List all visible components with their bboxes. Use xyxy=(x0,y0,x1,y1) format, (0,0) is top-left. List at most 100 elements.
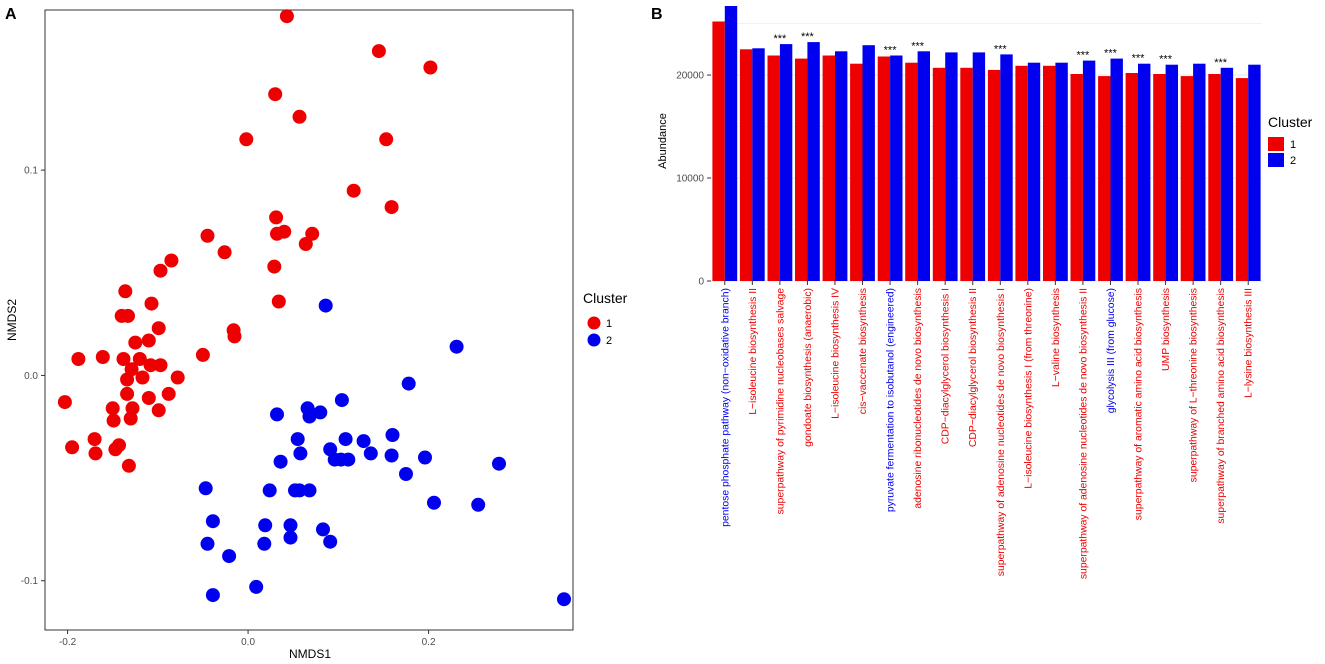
bar-cluster-1 xyxy=(850,63,863,282)
scatter-point-cluster-1 xyxy=(153,358,168,373)
scatter-point-cluster-2 xyxy=(427,495,441,510)
scatter-point-cluster-1 xyxy=(135,370,150,385)
scatter-point-cluster-2 xyxy=(338,432,353,447)
panel-b-x-tick-label: L−isoleucine biosynthesis I (from threon… xyxy=(1023,288,1034,489)
scatter-point-cluster-2 xyxy=(293,446,308,461)
scatter-point-cluster-2 xyxy=(313,405,328,420)
panel-b-legend-label-1: 1 xyxy=(1290,139,1296,151)
scatter-point-cluster-2 xyxy=(401,376,416,391)
scatter-point-cluster-1 xyxy=(239,132,254,147)
panel-a-y-axis-title: NMDS2 xyxy=(5,299,19,341)
scatter-point-cluster-2 xyxy=(334,393,349,408)
bar-cluster-2 xyxy=(1000,54,1013,282)
scatter-point-cluster-2 xyxy=(249,579,264,594)
significance-mark: *** xyxy=(773,33,787,45)
bar-cluster-1 xyxy=(1180,76,1194,281)
bar-cluster-2 xyxy=(1138,63,1151,282)
scatter-point-cluster-2 xyxy=(384,448,399,463)
panel-a-legend-label-2: 2 xyxy=(606,335,612,347)
panel-b-x-tick-label: adenosine ribonucleotides de novo biosyn… xyxy=(913,288,924,509)
panel-b-x-tick-label: superpathway of L−threonine biosynthesis xyxy=(1189,288,1200,482)
panel-b-x-tick-label: CDP−diacylglycerol biosynthesis II xyxy=(968,288,979,447)
panel-b-x-tick-label: L−valine biosynthesis xyxy=(1051,288,1062,387)
significance-mark: *** xyxy=(1132,53,1146,65)
scatter-point-cluster-1 xyxy=(88,446,103,461)
panel-b-legend-key-2 xyxy=(1268,153,1284,167)
panel-b-significance-marks: *** *** *** *** *** *** *** *** *** *** xyxy=(773,31,1227,69)
scatter-point-cluster-2 xyxy=(334,452,348,467)
scatter-point-cluster-2 xyxy=(302,409,317,424)
scatter-point-cluster-1 xyxy=(128,335,143,350)
panel-a-x-tick-label: -0.2 xyxy=(59,637,77,648)
bar-cluster-2 xyxy=(1165,64,1178,281)
scatter-point-cluster-1 xyxy=(161,386,176,401)
bar-cluster-2 xyxy=(862,45,875,282)
bar-cluster-2 xyxy=(752,48,765,281)
scatter-point-cluster-2 xyxy=(222,549,237,564)
scatter-point-cluster-1 xyxy=(120,372,135,387)
bar-cluster-2 xyxy=(945,52,958,282)
scatter-point-cluster-1 xyxy=(379,132,394,147)
panel-b-x-tick-label: superpathway of aromatic amino acid bios… xyxy=(1134,288,1145,520)
bar-cluster-2 xyxy=(972,52,986,282)
scatter-point-cluster-2 xyxy=(323,534,338,549)
scatter-point-cluster-2 xyxy=(385,428,400,442)
scatter-point-cluster-2 xyxy=(198,481,213,496)
bar-cluster-2 xyxy=(835,51,848,281)
bar-cluster-2 xyxy=(807,42,820,281)
scatter-point-cluster-1 xyxy=(118,284,133,299)
bar-cluster-2 xyxy=(1248,64,1261,281)
scatter-point-cluster-2 xyxy=(273,454,288,469)
scatter-point-cluster-1 xyxy=(144,296,159,311)
panel-b-x-tick-label: superpathway of pyrimidine nucleobases s… xyxy=(775,288,786,515)
scatter-point-cluster-2 xyxy=(471,497,486,512)
panel-a-x-axis: -0.2 0.0 0.2 xyxy=(59,630,436,648)
scatter-point-cluster-1 xyxy=(95,350,110,364)
significance-mark: *** xyxy=(1159,54,1173,66)
scatter-point-cluster-1 xyxy=(164,253,179,268)
scatter-point-cluster-2 xyxy=(356,434,371,449)
scatter-point-cluster-1 xyxy=(371,44,386,59)
panel-b-y-tick-label: 20000 xyxy=(676,71,704,82)
bar-cluster-2 xyxy=(1027,62,1041,282)
panel-b-y-tick-label: 10000 xyxy=(676,174,704,185)
panel-a: A -0.2 0.0 0.2 -0.1 0.0 0.1 NMDS1 NMDS2 Clus… xyxy=(5,6,628,661)
significance-mark: *** xyxy=(1214,57,1228,69)
scatter-point-cluster-1 xyxy=(123,411,138,426)
panel-b-y-axis-title: Abundance xyxy=(657,113,669,169)
scatter-point-cluster-1 xyxy=(65,440,80,455)
panel-b-legend-key-1 xyxy=(1268,137,1284,151)
scatter-point-cluster-2 xyxy=(205,588,220,603)
panel-b-legend: Cluster 1 2 xyxy=(1268,114,1313,167)
scatter-point-cluster-1 xyxy=(277,224,292,239)
bar-cluster-1 xyxy=(1235,78,1249,281)
bar-cluster-1 xyxy=(1043,65,1056,281)
scatter-point-cluster-2 xyxy=(302,483,317,498)
scatter-point-cluster-1 xyxy=(292,109,307,124)
scatter-point-cluster-2 xyxy=(363,446,378,461)
bar-cluster-1 xyxy=(1015,65,1028,281)
significance-mark: *** xyxy=(911,40,925,52)
bar-cluster-1 xyxy=(1153,74,1166,281)
bar-cluster-2 xyxy=(1082,60,1096,281)
panel-a-plot-border xyxy=(44,9,574,631)
scatter-point-cluster-1 xyxy=(305,226,320,241)
scatter-point-cluster-1 xyxy=(121,458,136,473)
bar-cluster-1 xyxy=(822,55,835,281)
scatter-point-cluster-2 xyxy=(292,483,307,498)
bar-cluster-1 xyxy=(1208,74,1221,281)
panel-a-y-axis: -0.1 0.0 0.1 xyxy=(21,166,45,587)
panel-b-x-tick-label: superpathway of branched amino acid bios… xyxy=(1216,288,1227,524)
scatter-point-cluster-1 xyxy=(151,321,166,336)
scatter-point-cluster-2 xyxy=(200,536,215,551)
panel-b-y-axis: 0 10000 20000 xyxy=(676,71,711,288)
bar-cluster-1 xyxy=(739,49,753,281)
panel-a-legend-key-1 xyxy=(587,316,601,330)
bar-cluster-1 xyxy=(960,67,973,281)
panel-b-plot-background xyxy=(711,5,1262,281)
scatter-point-cluster-2 xyxy=(262,483,277,498)
significance-mark: *** xyxy=(1077,50,1091,62)
scatter-point-cluster-1 xyxy=(153,263,168,278)
scatter-point-cluster-1 xyxy=(195,347,210,362)
